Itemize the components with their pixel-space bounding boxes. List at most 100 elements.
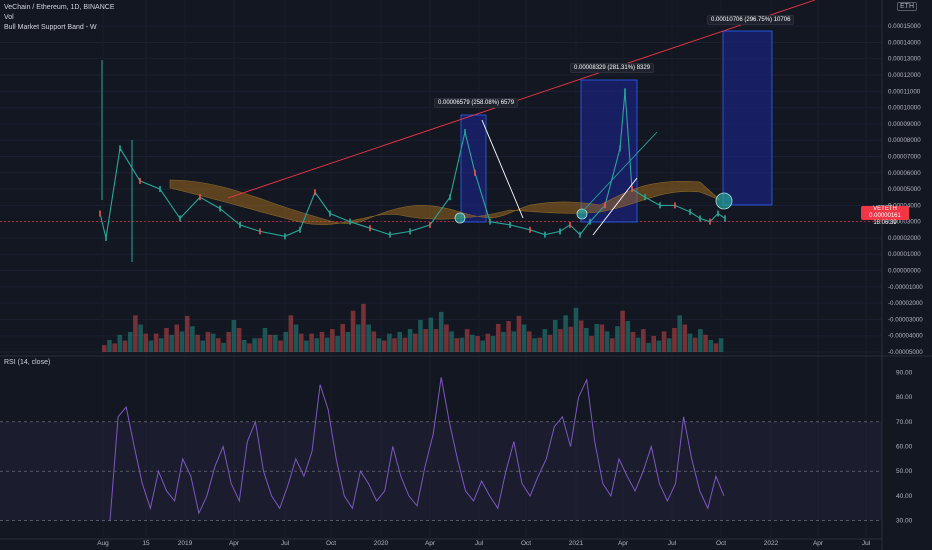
candle [709, 218, 711, 225]
candle [689, 208, 691, 215]
volume-bar [480, 340, 485, 352]
x-tick-label: 15 [142, 540, 150, 547]
volume-bar [376, 338, 382, 352]
y-tick-label: 0.00000000 [888, 268, 921, 275]
volume-bar [537, 337, 542, 352]
volume-bar [257, 338, 263, 352]
volume-bar [298, 333, 304, 352]
volume-bar [630, 331, 636, 352]
volume-bar [713, 343, 719, 352]
volume-bar [366, 324, 371, 352]
volume-bar [470, 334, 475, 352]
y-tick-label: -0.00003000 [888, 316, 923, 323]
volume-bar [568, 326, 574, 352]
volume-bar [174, 324, 180, 352]
volume-bar [532, 338, 537, 352]
highlight-circle [576, 208, 588, 220]
y-tick-label: 0.00004000 [888, 202, 921, 209]
resistance-trendline [227, 0, 816, 199]
price-axis[interactable]: 0.00015000 0.00014000 0.00013000 0.00012000… [881, 0, 923, 550]
volume-bar [252, 338, 257, 352]
y-tick-label: 0.00012000 [888, 72, 921, 79]
candle [449, 194, 451, 201]
candle [429, 221, 431, 228]
currency-badge[interactable]: ETH [897, 2, 917, 11]
volume-bar [200, 340, 206, 352]
candle [659, 202, 661, 209]
volume-bar [216, 338, 221, 352]
volume-bar [169, 334, 174, 352]
volume-legend[interactable]: Vol [4, 14, 14, 21]
y-tick-label: -0.00002000 [888, 300, 923, 307]
rsi-tick-label: 70.00 [896, 419, 913, 426]
volume-bar [620, 310, 625, 352]
volume-bar [558, 329, 563, 352]
rsi-axis[interactable]: 90.00 80.00 70.00 60.00 50.00 40.00 30.00 [896, 369, 913, 524]
indicator-legend[interactable]: Bull Market Support Band - W [4, 24, 97, 31]
candle [464, 129, 466, 136]
volume-bar [552, 319, 558, 352]
volume-bar [661, 331, 667, 352]
time-axis[interactable]: Aug 15 2019 Apr Jul Oct 2020 Apr Jul Oct 2021 Apr Ju… [0, 538, 882, 547]
volume-bar [273, 334, 278, 352]
symbol-title[interactable]: VeChain / Ethereum, 1D, BINANCE [4, 4, 115, 11]
x-tick-label: Apr [229, 540, 240, 547]
y-tick-label: -0.00005000 [888, 349, 923, 356]
volume-bar [231, 319, 237, 352]
drawn-line [481, 119, 524, 219]
price-tag-value: 0.00000161 [869, 213, 901, 219]
annotation-label[interactable]: 0.00008329 (281.31%) 8329 [570, 63, 655, 73]
volume-bar [184, 315, 190, 352]
price-grid [0, 25, 882, 353]
candle [119, 145, 121, 152]
volume-bar [475, 335, 480, 352]
y-tick-label: 0.00005000 [888, 186, 921, 193]
candle [99, 210, 101, 217]
rsi-tick-label: 50.00 [896, 468, 913, 475]
y-tick-label: 0.00007000 [888, 153, 921, 160]
last-price-tag: VETETH 0.00000161 18:06:39 [861, 206, 909, 226]
volume-bars [102, 303, 724, 352]
candle [631, 186, 633, 193]
candle [604, 202, 606, 209]
candle [724, 215, 726, 222]
x-tick-label: 2020 [374, 540, 389, 547]
x-tick-label: 2021 [569, 540, 584, 547]
volume-bar [159, 338, 164, 352]
trendlines [227, 0, 816, 236]
volume-bar [304, 340, 309, 352]
x-tick-label: Oct [326, 540, 336, 547]
volume-bar [718, 338, 724, 352]
x-tick-label: 2019 [178, 540, 193, 547]
volume-bar [672, 327, 677, 352]
volume-bar [117, 334, 123, 352]
volume-bar [387, 333, 392, 352]
volume-bar [516, 315, 522, 352]
band-area [169, 179, 721, 225]
y-tick-label: 0.00008000 [888, 137, 921, 144]
volume-bar [355, 324, 361, 352]
volume-bar [547, 334, 553, 352]
candle [329, 210, 331, 217]
volume-bar [267, 334, 273, 352]
volume-bar [210, 333, 216, 352]
volume-bar [205, 331, 211, 352]
volume-bar [107, 339, 112, 352]
volume-bar [589, 335, 594, 352]
annotation-label[interactable]: 0.00010706 (296.75%) 10706 [707, 15, 795, 25]
volume-bar [609, 338, 615, 352]
volume-bar [666, 338, 672, 352]
x-tick-label: Jul [475, 540, 484, 547]
annotation-label[interactable]: 0.00006579 (258.08%) 6579 [434, 98, 519, 108]
rsi-legend[interactable]: RSI (14, close) [4, 359, 51, 366]
volume-bar [682, 324, 688, 352]
volume-bar [241, 339, 247, 352]
volume-bar [641, 329, 646, 352]
volume-bar [625, 321, 631, 352]
rsi-tick-label: 60.00 [896, 444, 913, 451]
volume-bar [584, 327, 589, 352]
volume-bar [402, 337, 408, 352]
candle [314, 189, 316, 196]
volume-bar [703, 334, 708, 352]
